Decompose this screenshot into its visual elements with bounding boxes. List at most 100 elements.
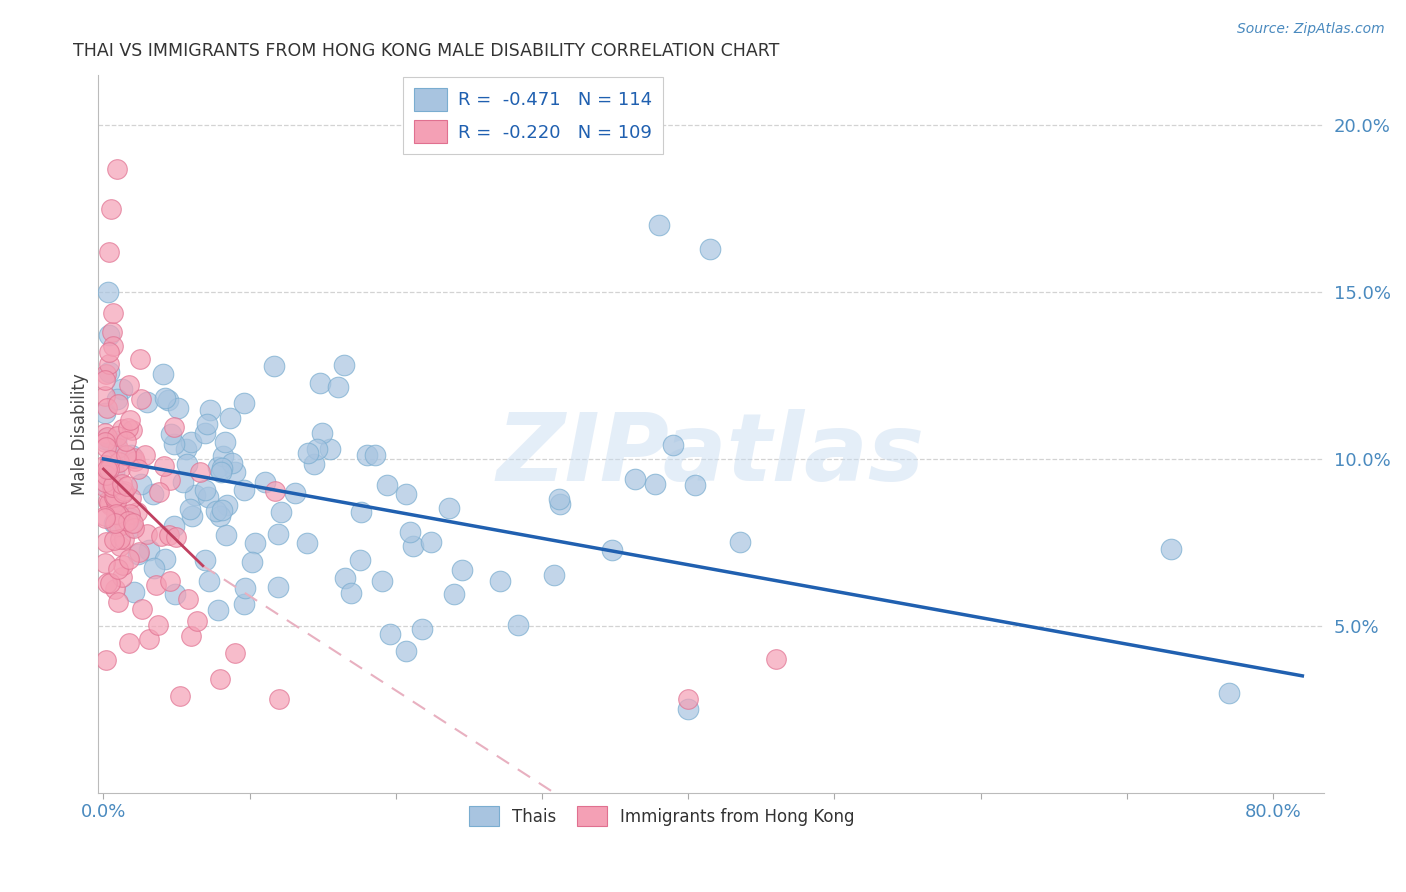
Point (678, 702, 700, 716)
Point (395, 644, 418, 658)
Point (107, 561, 129, 575)
Point (136, 395, 159, 409)
Point (122, 521, 145, 535)
Point (98, 461, 121, 475)
Point (148, 618, 170, 632)
Point (194, 553, 217, 567)
Point (120, 491, 142, 505)
Point (253, 475, 276, 490)
Point (179, 502, 201, 516)
Point (131, 601, 153, 615)
Point (94, 389, 117, 403)
Point (121, 423, 143, 437)
Point (160, 426, 183, 441)
Point (103, 533, 125, 547)
Point (266, 580, 288, 594)
Point (224, 646, 246, 660)
Point (195, 417, 218, 431)
Point (699, 242, 721, 256)
Point (94, 373, 117, 387)
Point (211, 460, 233, 475)
Point (145, 578, 167, 592)
Point (129, 392, 152, 406)
Point (96, 468, 118, 483)
Point (104, 507, 127, 521)
Point (122, 451, 145, 466)
Point (263, 359, 285, 373)
Point (197, 490, 219, 504)
Point (129, 477, 152, 491)
Point (105, 482, 128, 496)
Point (104, 501, 127, 516)
Point (127, 547, 149, 561)
Point (104, 489, 127, 503)
Point (122, 516, 145, 530)
Point (94, 367, 117, 381)
Point (153, 459, 176, 474)
Point (103, 491, 125, 505)
Point (395, 486, 418, 500)
Text: THAI VS IMMIGRANTS FROM HONG KONG MALE DISABILITY CORRELATION CHART: THAI VS IMMIGRANTS FROM HONG KONG MALE D… (73, 42, 779, 60)
Point (240, 555, 263, 569)
Point (98, 365, 121, 379)
Point (120, 520, 142, 534)
Point (94, 440, 117, 454)
Point (107, 397, 129, 411)
Point (209, 466, 232, 480)
Point (153, 391, 176, 405)
Point (332, 358, 354, 372)
Point (233, 483, 256, 497)
Point (111, 558, 134, 572)
Point (101, 339, 124, 353)
Point (267, 692, 290, 706)
Point (207, 603, 229, 617)
Point (340, 586, 363, 600)
Point (356, 448, 378, 462)
Point (209, 508, 232, 523)
Point (117, 479, 139, 493)
Point (349, 553, 371, 567)
Point (105, 429, 128, 443)
Point (117, 514, 139, 528)
Point (122, 585, 145, 599)
Point (205, 504, 228, 518)
Point (111, 422, 134, 436)
Point (112, 516, 135, 531)
Point (157, 528, 180, 542)
Point (103, 466, 125, 480)
Point (284, 485, 307, 500)
Point (98, 452, 121, 467)
Point (120, 413, 142, 427)
Point (127, 462, 149, 476)
Point (174, 442, 197, 456)
Point (101, 478, 124, 492)
Point (107, 595, 129, 609)
Point (104, 516, 127, 530)
Point (108, 455, 131, 469)
Point (159, 574, 181, 588)
Point (105, 434, 128, 449)
Point (311, 425, 333, 440)
Point (96, 576, 118, 591)
Point (765, 652, 787, 666)
Point (94, 432, 117, 446)
Point (548, 491, 571, 506)
Point (98, 245, 121, 260)
Point (364, 449, 387, 463)
Point (333, 570, 356, 584)
Point (188, 465, 211, 479)
Point (117, 551, 139, 566)
Point (114, 448, 136, 462)
Point (186, 614, 208, 628)
Point (111, 485, 134, 500)
Point (94, 510, 117, 524)
Text: ZIPatlas: ZIPatlas (496, 409, 925, 501)
Point (112, 532, 135, 546)
Point (108, 508, 131, 522)
Point (198, 403, 221, 417)
Point (120, 511, 142, 525)
Point (138, 632, 160, 646)
Point (105, 494, 128, 508)
Point (233, 597, 256, 611)
Point (214, 435, 236, 450)
